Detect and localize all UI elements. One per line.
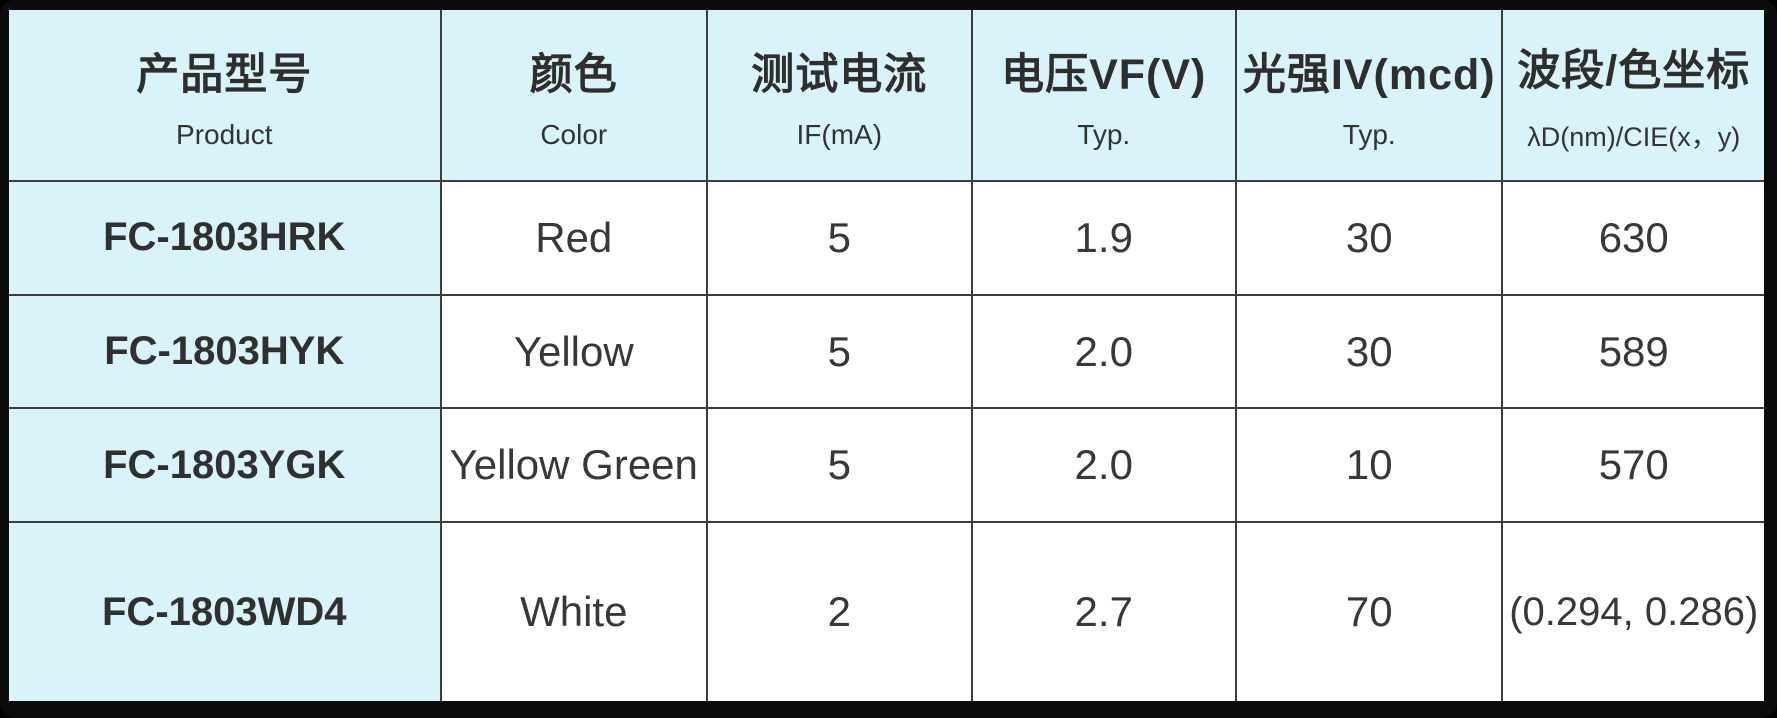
cell-row4-product: FC-1803WD4 <box>9 523 440 701</box>
header-test-current-en: IF(mA) <box>796 118 883 150</box>
header-product-zh: 产品型号 <box>136 50 313 99</box>
cell-row2-if: 5 <box>708 295 971 408</box>
cell-row1-color: Red <box>441 182 707 294</box>
header-wavelength-zh: 波段/色坐标 <box>1517 47 1751 95</box>
led-spec-table: 产品型号 Product 颜色 Color 测试电流 IF(mA) 电压VF(V… <box>9 10 1764 701</box>
cell-row1-wavelength: 630 <box>1503 182 1764 294</box>
cell-row1-vf: 1.9 <box>972 182 1235 294</box>
header-test-current-zh: 测试电流 <box>751 50 928 99</box>
cell-row3-color: Yellow Green <box>441 409 707 522</box>
cell-row2-color: Yellow <box>441 295 707 408</box>
header-cell-product: 产品型号 Product <box>9 10 440 180</box>
cell-row4-cie: (0.294, 0.286) <box>1503 523 1764 701</box>
cell-row4-if: 2 <box>708 523 971 701</box>
cell-row4-vf: 2.7 <box>972 523 1235 701</box>
header-cell-intensity: 光强IV(mcd) Typ. <box>1237 10 1502 180</box>
cell-row3-if: 5 <box>708 409 971 522</box>
cell-row3-vf: 2.0 <box>972 409 1235 522</box>
cell-row2-iv: 30 <box>1237 295 1502 408</box>
header-cell-voltage: 电压VF(V) Typ. <box>972 10 1235 180</box>
cell-row1-product: FC-1803HRK <box>9 182 440 294</box>
header-wavelength-en: λD(nm)/CIE(x，y) <box>1527 122 1741 152</box>
header-cell-color: 颜色 Color <box>441 10 707 180</box>
cell-row3-iv: 10 <box>1237 409 1502 522</box>
cell-row2-vf: 2.0 <box>972 295 1235 408</box>
header-voltage-zh: 电压VF(V) <box>1001 50 1207 99</box>
cell-row1-if: 5 <box>708 182 971 294</box>
cell-row4-iv: 70 <box>1237 523 1502 701</box>
cell-row2-wavelength: 589 <box>1503 295 1764 408</box>
header-color-en: Color <box>540 118 608 150</box>
header-product-en: Product <box>176 118 273 150</box>
cell-row2-product: FC-1803HYK <box>9 295 440 408</box>
header-cell-wavelength: 波段/色坐标 λD(nm)/CIE(x，y) <box>1503 10 1764 180</box>
cell-row1-iv: 30 <box>1237 182 1502 294</box>
cell-row3-wavelength: 570 <box>1503 409 1764 522</box>
header-voltage-en: Typ. <box>1077 118 1131 150</box>
header-intensity-zh: 光强IV(mcd) <box>1242 50 1496 99</box>
cell-row4-color: White <box>441 523 707 701</box>
header-intensity-en: Typ. <box>1342 118 1396 150</box>
header-color-zh: 颜色 <box>529 50 618 99</box>
header-cell-test-current: 测试电流 IF(mA) <box>708 10 971 180</box>
cell-row3-product: FC-1803YGK <box>9 409 440 522</box>
